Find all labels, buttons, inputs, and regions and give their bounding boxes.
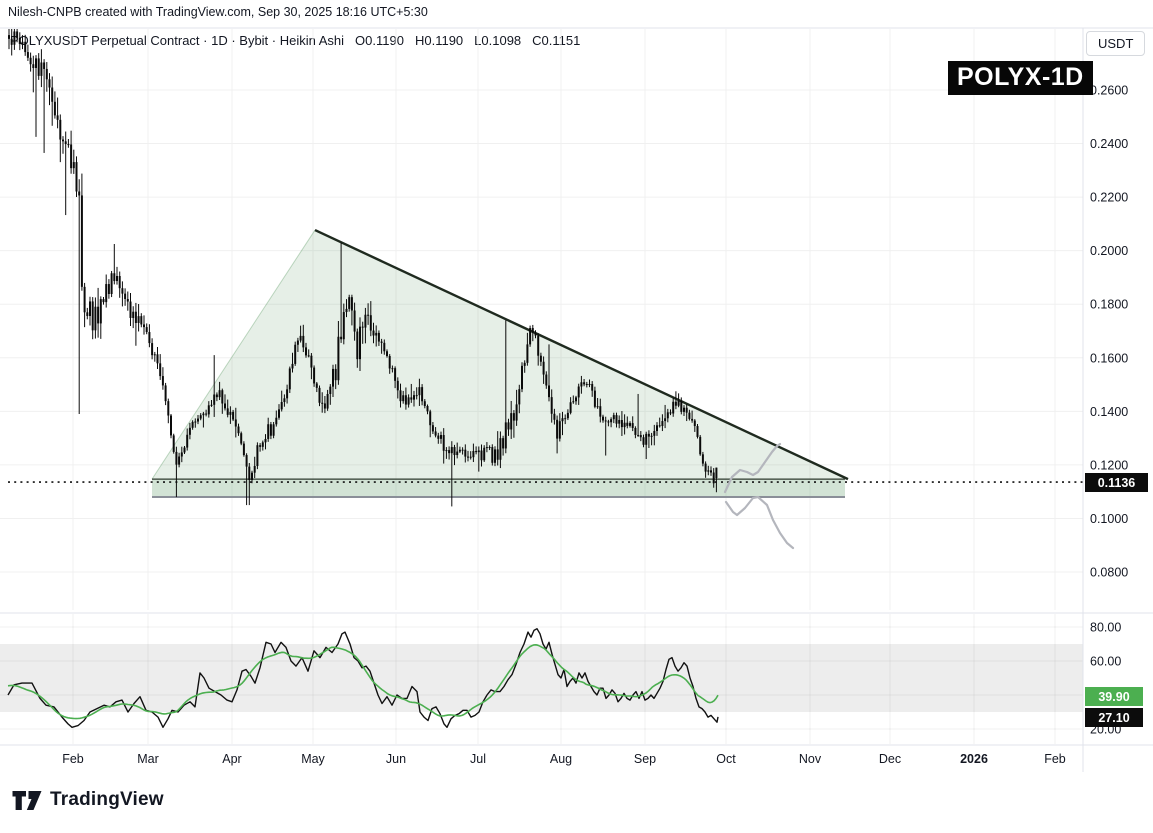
time-tick-label: Sep xyxy=(634,752,656,766)
projection-path-drawing xyxy=(723,442,795,550)
ohlc-low: L0.1098 xyxy=(474,33,522,48)
gridlines xyxy=(0,29,1083,744)
time-tick-label: 2026 xyxy=(960,752,988,766)
time-tick-label: Jul xyxy=(470,752,486,766)
time-tick-label: Mar xyxy=(137,752,159,766)
time-tick-label: Apr xyxy=(222,752,241,766)
price-tick-label: 0.2400 xyxy=(1090,137,1128,151)
descending-triangle-drawing xyxy=(151,228,849,499)
rsi-ma-line xyxy=(7,643,719,720)
time-tick-label: May xyxy=(301,752,325,766)
price-tick-label: 0.2600 xyxy=(1090,84,1128,98)
attribution-text: Nilesh-CNPB created with TradingView.com… xyxy=(8,5,428,19)
ohlc-open: O0.1190 xyxy=(355,33,404,48)
last-price-badge: 0.1136 xyxy=(1085,473,1148,492)
price-tick-label: 0.2200 xyxy=(1090,191,1128,205)
time-tick-label: Aug xyxy=(550,752,572,766)
symbol-title: POLYXUSDT Perpetual Contract · 1D · Bybi… xyxy=(10,33,345,48)
rsi-line xyxy=(7,628,719,728)
price-tick-label: 0.2000 xyxy=(1090,244,1128,258)
rsi-value-badge: 27.10 xyxy=(1085,708,1143,727)
currency-toggle-button[interactable]: USDT xyxy=(1086,31,1146,56)
time-tick-label: Feb xyxy=(62,752,84,766)
price-axis[interactable]: 0.2600 0.2400 0.2200 0.2000 0.1800 0.1600 0.14… xyxy=(1090,84,1128,737)
tradingview-brand-text: TradingView xyxy=(50,789,164,810)
price-tick-label: 0.1800 xyxy=(1090,298,1128,312)
price-tick-label: 0.1000 xyxy=(1090,512,1128,526)
time-axis[interactable]: Feb Mar Apr May Jun Jul Aug Sep Oct Nov Dec 2026 Feb xyxy=(62,752,1066,766)
tradingview-logo-icon xyxy=(12,790,42,810)
price-tick-label: 0.1600 xyxy=(1090,351,1128,365)
pane-separators xyxy=(0,27,1153,772)
ohlc-high: H0.1190 xyxy=(414,33,464,48)
ohlc-close: C0.1151 xyxy=(532,33,581,48)
rsi-tick-label: 80.00 xyxy=(1090,621,1121,635)
price-tick-label: 0.1400 xyxy=(1090,405,1128,419)
symbol-watermark-label: POLYX-1D xyxy=(948,61,1093,95)
time-tick-label: Oct xyxy=(716,752,736,766)
time-tick-label: Jun xyxy=(386,752,406,766)
price-tick-label: 0.0800 xyxy=(1090,566,1128,580)
rsi-tick-label: 60.00 xyxy=(1090,655,1121,669)
tradingview-branding: TradingView xyxy=(12,789,164,811)
price-tick-label: 0.1200 xyxy=(1090,458,1128,472)
rsi-ma-value-badge: 39.90 xyxy=(1085,687,1143,706)
heikin-ashi-candles xyxy=(8,29,718,507)
time-tick-label: Dec xyxy=(879,752,901,766)
rsi-pane xyxy=(0,626,1083,730)
time-tick-label: Nov xyxy=(799,752,822,766)
symbol-legend: POLYXUSDT Perpetual Contract · 1D · Bybi… xyxy=(10,33,582,48)
time-tick-label: Feb xyxy=(1044,752,1066,766)
